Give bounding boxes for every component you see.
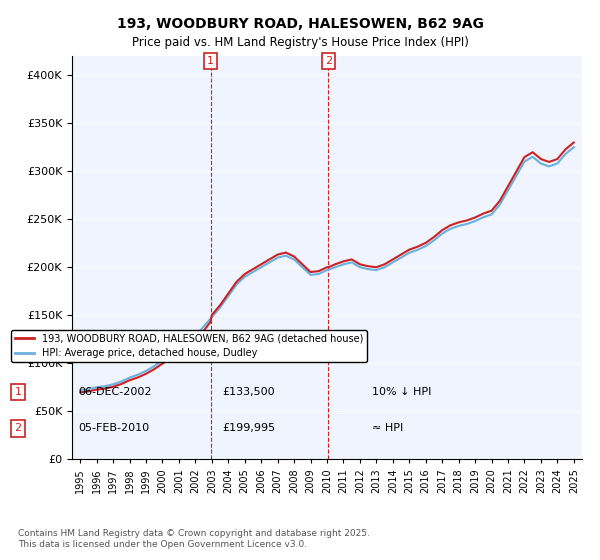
Legend: 193, WOODBURY ROAD, HALESOWEN, B62 9AG (detached house), HPI: Average price, det: 193, WOODBURY ROAD, HALESOWEN, B62 9AG (… <box>11 330 367 362</box>
Text: 193, WOODBURY ROAD, HALESOWEN, B62 9AG: 193, WOODBURY ROAD, HALESOWEN, B62 9AG <box>116 17 484 31</box>
Text: 2: 2 <box>14 423 22 433</box>
Text: Contains HM Land Registry data © Crown copyright and database right 2025.
This d: Contains HM Land Registry data © Crown c… <box>18 529 370 549</box>
Text: 2: 2 <box>325 56 332 66</box>
Text: 05-FEB-2010: 05-FEB-2010 <box>78 423 149 433</box>
Text: 1: 1 <box>207 56 214 66</box>
Text: £133,500: £133,500 <box>222 387 275 397</box>
Text: ≈ HPI: ≈ HPI <box>372 423 403 433</box>
Text: £199,995: £199,995 <box>222 423 275 433</box>
Text: 10% ↓ HPI: 10% ↓ HPI <box>372 387 431 397</box>
Text: Price paid vs. HM Land Registry's House Price Index (HPI): Price paid vs. HM Land Registry's House … <box>131 36 469 49</box>
Text: 06-DEC-2002: 06-DEC-2002 <box>78 387 151 397</box>
Text: 1: 1 <box>14 387 22 397</box>
